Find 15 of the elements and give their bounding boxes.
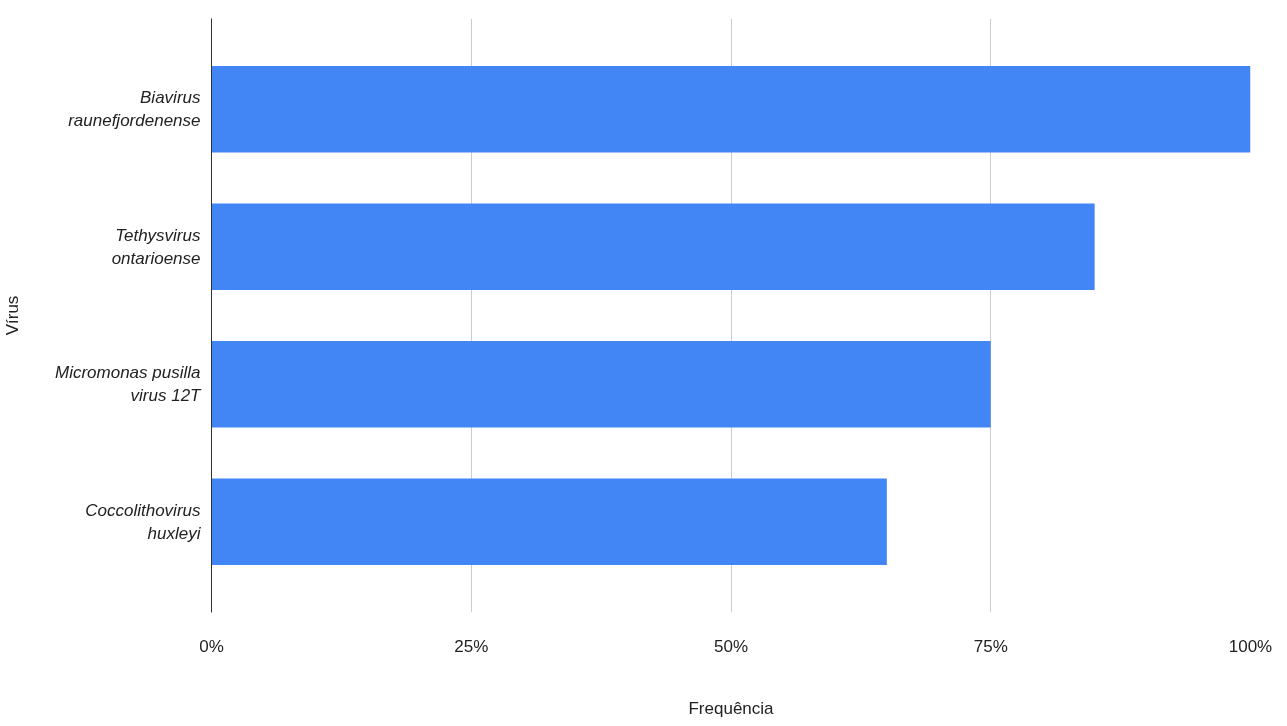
bar bbox=[211, 203, 1095, 291]
x-tick-label: 25% bbox=[454, 636, 489, 656]
y-axis-title: Vírus bbox=[3, 295, 22, 336]
bar bbox=[211, 65, 1251, 153]
y-tick-label: Micromonas pusilla virus 12T bbox=[55, 363, 203, 406]
bar bbox=[211, 340, 991, 428]
x-tick-label: 0% bbox=[199, 636, 224, 656]
x-tick-label: 75% bbox=[973, 636, 1008, 656]
x-tick-label: 50% bbox=[713, 636, 749, 656]
bar bbox=[211, 478, 887, 566]
x-tick-label: 100% bbox=[1228, 636, 1273, 656]
y-tick-label: Tethysvirus ontarioense bbox=[111, 225, 201, 268]
x-axis-title: Frequência bbox=[688, 698, 775, 718]
y-tick-label: Coccolithovirus huxleyi bbox=[85, 500, 202, 543]
y-tick-label: Biavirus raunefjordenense bbox=[68, 88, 201, 131]
